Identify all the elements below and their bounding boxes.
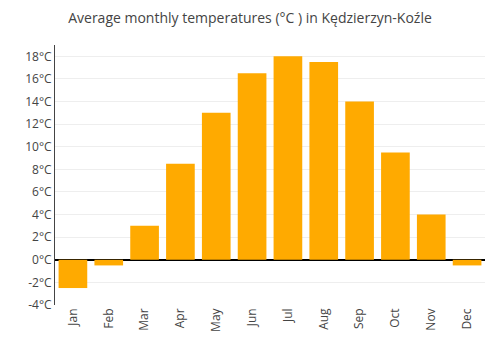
svg-text:18°C: 18°C: [25, 48, 52, 65]
svg-text:14°C: 14°C: [25, 93, 52, 110]
svg-text:Dec: Dec: [458, 308, 475, 329]
svg-text:Jan: Jan: [64, 308, 81, 326]
svg-text:Jul: Jul: [279, 308, 296, 323]
svg-text:-2°C: -2°C: [28, 274, 52, 291]
svg-text:16°C: 16°C: [25, 70, 52, 87]
svg-text:Aug: Aug: [315, 308, 332, 330]
svg-text:12°C: 12°C: [25, 115, 52, 132]
svg-text:Nov: Nov: [422, 308, 439, 330]
svg-text:Sep: Sep: [350, 308, 367, 329]
svg-text:-4°C: -4°C: [28, 296, 52, 313]
svg-text:4°C: 4°C: [32, 206, 52, 223]
svg-text:2°C: 2°C: [32, 228, 52, 245]
svg-text:Feb: Feb: [100, 308, 117, 328]
svg-text:10°C: 10°C: [25, 138, 52, 155]
svg-text:0°C: 0°C: [32, 251, 52, 268]
svg-text:Average monthly temperatures (: Average monthly temperatures (°C ) in Kę…: [68, 8, 432, 27]
svg-text:6°C: 6°C: [32, 183, 52, 200]
svg-text:Jun: Jun: [243, 308, 260, 327]
svg-text:Apr: Apr: [171, 308, 188, 328]
svg-text:Mar: Mar: [135, 308, 152, 330]
svg-text:May: May: [207, 307, 224, 331]
svg-text:8°C: 8°C: [32, 161, 52, 178]
svg-text:Oct: Oct: [386, 308, 403, 327]
